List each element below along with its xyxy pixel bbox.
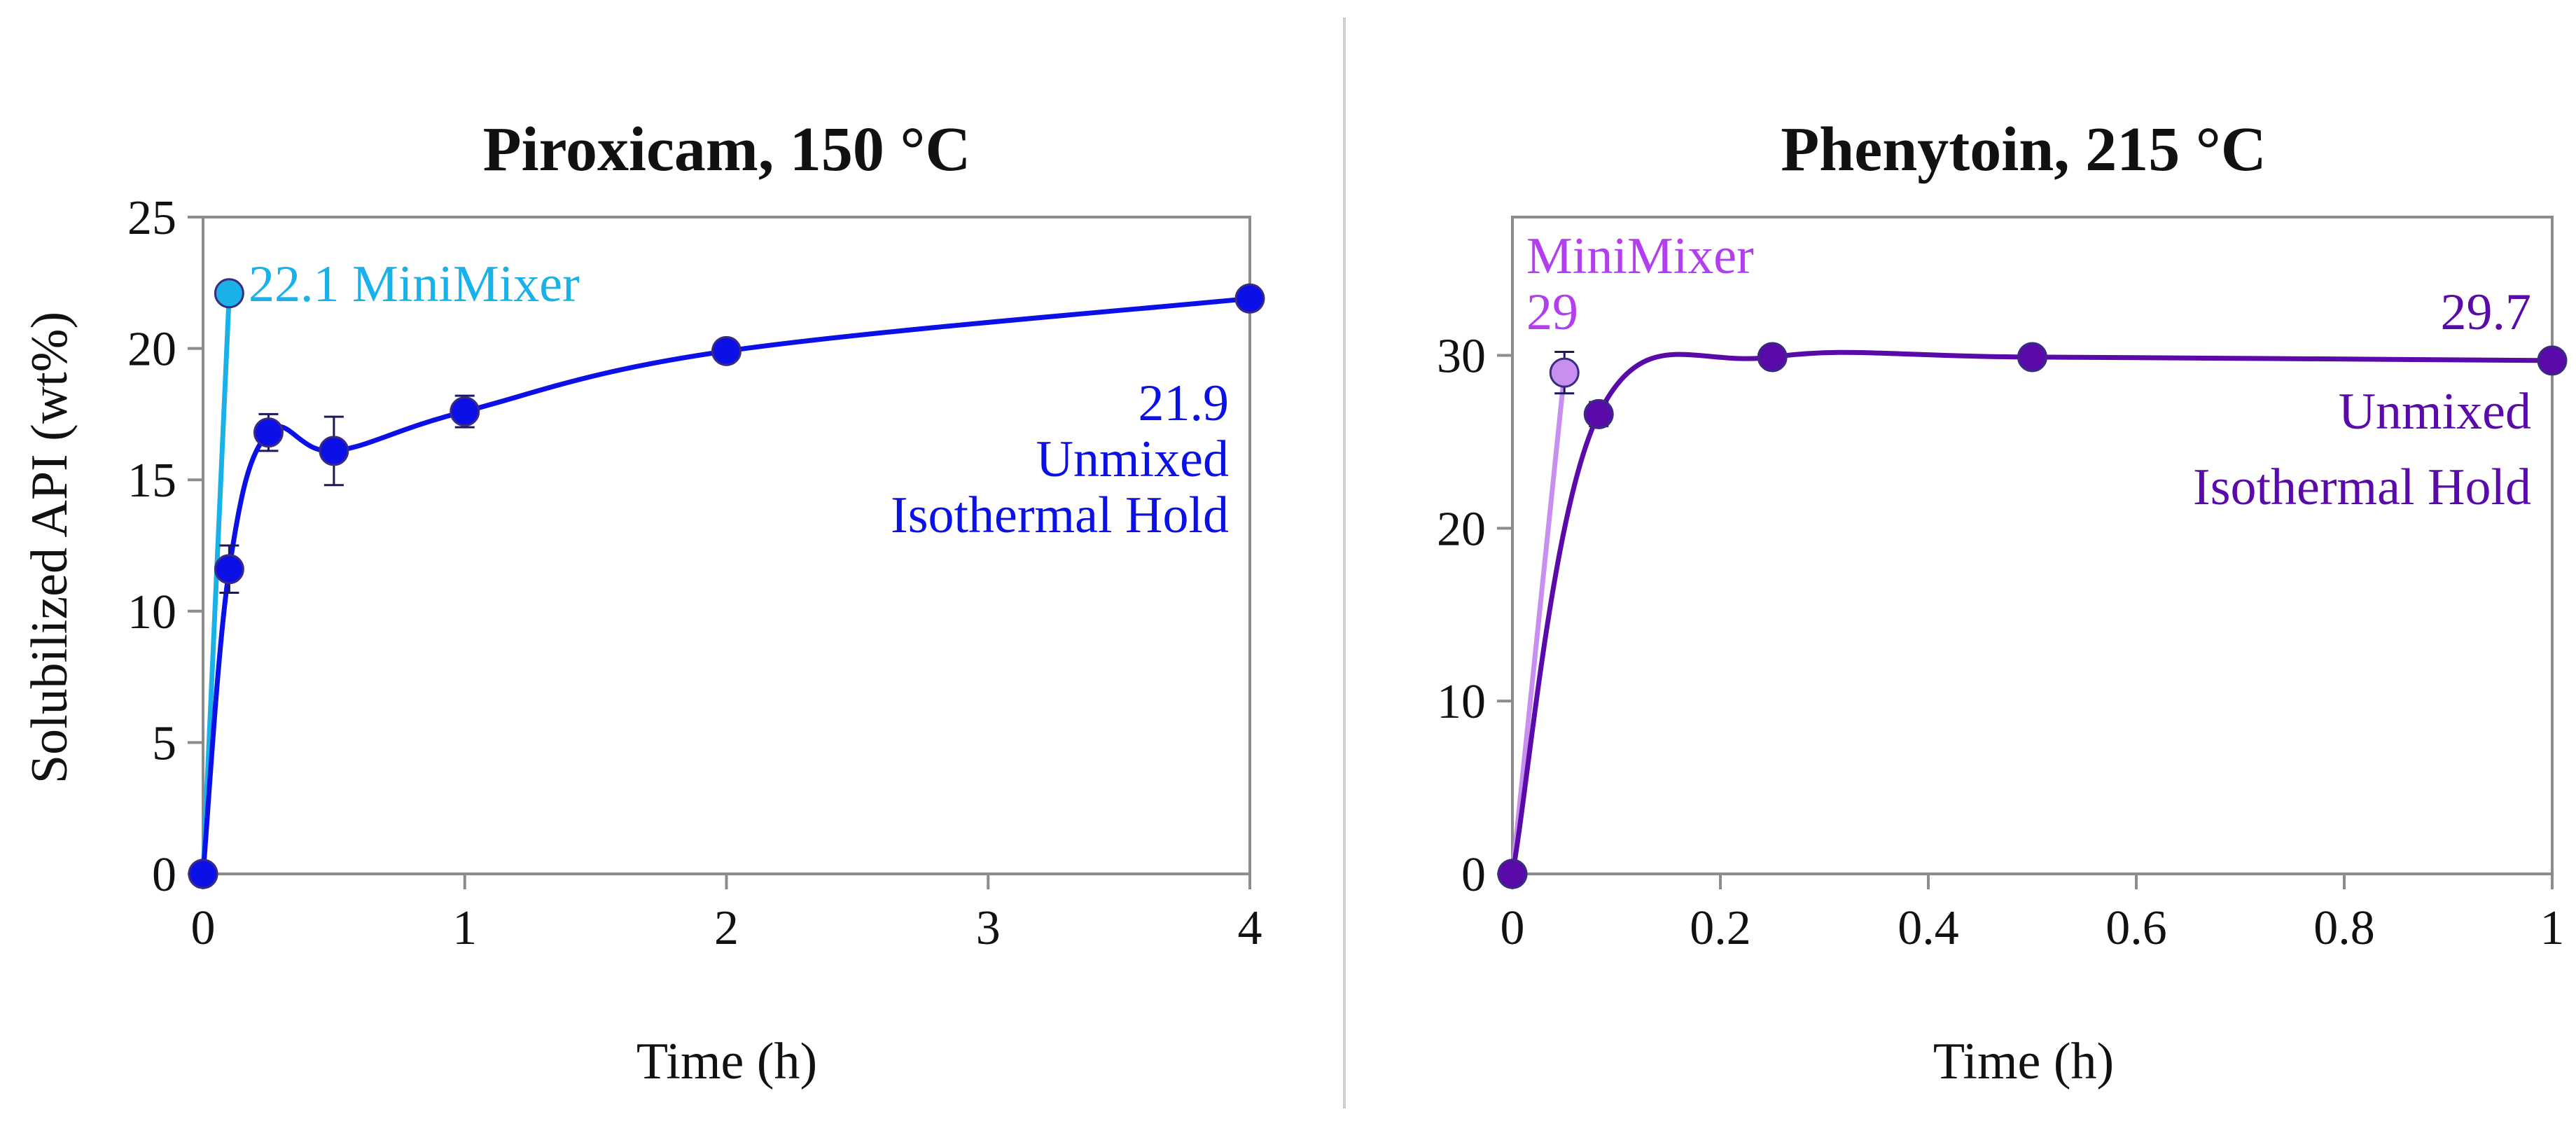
series-line: [200, 293, 232, 875]
x-tick-label: 2: [714, 901, 739, 955]
x-tick-label: 0.4: [1898, 901, 1959, 955]
data-point: [711, 335, 742, 366]
annotation-unmixed-value: 21.9: [1139, 375, 1230, 432]
x-axis-label: Time (h): [636, 1033, 817, 1090]
x-tick-label: 3: [976, 901, 1001, 955]
series-line: [200, 296, 1251, 875]
x-tick-label: 0.8: [2313, 901, 2375, 955]
annotation-isothermal-label: Isothermal Hold: [2193, 459, 2531, 516]
data-point: [1549, 357, 1580, 388]
y-tick-label: 0: [1461, 848, 1486, 902]
plot-frame: [202, 216, 1251, 875]
y-tick-label: 5: [152, 716, 176, 770]
annotation-unmixed-value: 29.7: [2441, 284, 2532, 341]
chart-title: Phenytoin, 215 °C: [1781, 115, 2267, 184]
data-point: [214, 554, 244, 585]
data-point: [1497, 859, 1528, 889]
annotation-minimixer-value: 22.1 MiniMixer: [249, 256, 580, 313]
y-tick-label: 0: [152, 848, 176, 902]
data-point: [2537, 345, 2568, 376]
y-tick-label: 10: [1437, 675, 1486, 729]
x-tick-label: 0: [1501, 901, 1525, 955]
data-point: [1234, 283, 1265, 314]
data-point: [253, 417, 284, 448]
annotation-minimixer-value: 29: [1526, 284, 1578, 341]
annotation-unmixed-label: Unmixed: [2339, 383, 2531, 440]
x-tick-label: 1: [2540, 901, 2565, 955]
y-tick-label: 15: [127, 454, 176, 508]
annotation-unmixed-label: Unmixed: [1036, 431, 1229, 488]
y-tick-label: 10: [127, 585, 176, 639]
annotation-minimixer-label: MiniMixer: [1526, 228, 1754, 285]
data-point: [319, 436, 349, 466]
data-point: [1583, 398, 1614, 429]
x-tick-label: 4: [1238, 901, 1262, 955]
y-tick-label: 20: [127, 323, 176, 377]
annotation-isothermal-label: Isothermal Hold: [891, 487, 1229, 544]
chart-phenytoin: Phenytoin, 215 °C Time (h) MiniMixer 29 …: [1437, 115, 2568, 1090]
data-point: [1757, 342, 1788, 373]
y-tick-label: 20: [1437, 502, 1486, 556]
y-axis-label: Solubilized API (wt%): [21, 312, 78, 784]
y-tick-label: 30: [1437, 329, 1486, 383]
chart-piroxicam: Piroxicam, 150 °C Solubilized API (wt%) …: [21, 115, 1265, 1090]
chart-title: Piroxicam, 150 °C: [483, 115, 971, 184]
data-point: [188, 859, 218, 889]
x-tick-label: 0.2: [1690, 901, 1751, 955]
data-point: [2017, 342, 2047, 373]
x-tick-label: 0.6: [2105, 901, 2167, 955]
y-tick-label: 25: [127, 191, 176, 245]
data-point: [450, 396, 480, 427]
series-line: [1510, 372, 1567, 875]
plot-frame: [1511, 216, 2554, 875]
x-axis-label: Time (h): [1933, 1033, 2114, 1090]
data-point: [214, 278, 244, 309]
x-tick-label: 0: [191, 901, 216, 955]
x-tick-label: 1: [452, 901, 477, 955]
